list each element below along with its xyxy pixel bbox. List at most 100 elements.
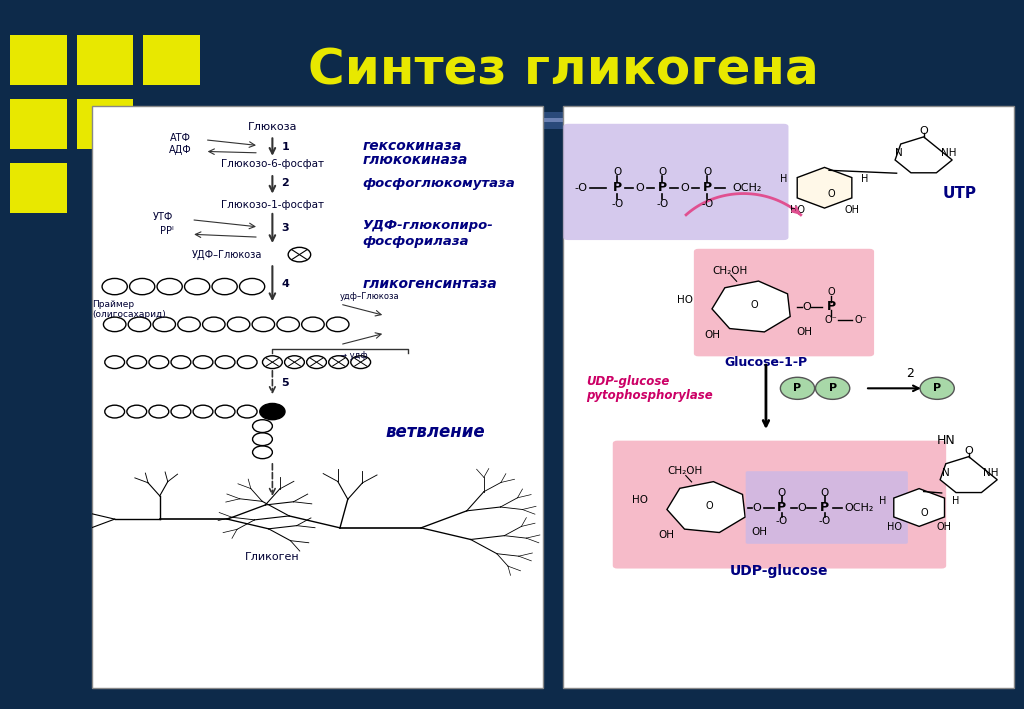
Text: УДФ-глюкопиро-: УДФ-глюкопиро- — [362, 219, 494, 232]
Text: O: O — [802, 302, 811, 312]
Text: OH: OH — [752, 527, 767, 537]
Text: O: O — [920, 126, 928, 136]
Text: CH₂OH: CH₂OH — [668, 466, 702, 476]
Text: гексокиназа: гексокиназа — [362, 138, 462, 152]
Text: гликогенсинтаза: гликогенсинтаза — [362, 277, 498, 291]
Text: P: P — [777, 501, 786, 514]
Text: N: N — [895, 148, 903, 158]
Text: O: O — [753, 503, 761, 513]
Text: Праймер: Праймер — [92, 299, 134, 308]
Circle shape — [815, 377, 850, 399]
Bar — [77, 35, 133, 85]
Bar — [92, 112, 1014, 129]
FancyBboxPatch shape — [694, 249, 874, 357]
Text: -O: -O — [701, 199, 714, 208]
Text: O: O — [820, 488, 828, 498]
Text: OH: OH — [797, 327, 812, 337]
Bar — [143, 35, 200, 85]
Text: O: O — [681, 183, 689, 193]
Text: H: H — [879, 496, 886, 506]
Text: P: P — [794, 384, 802, 393]
Text: Синтез гликогена: Синтез гликогена — [308, 47, 818, 95]
Text: HO: HO — [790, 204, 805, 215]
Text: 2: 2 — [282, 179, 289, 189]
Text: O: O — [703, 167, 712, 177]
Polygon shape — [712, 281, 791, 332]
Text: P: P — [826, 301, 836, 313]
Text: O: O — [965, 446, 973, 456]
Text: PPᴵ: PPᴵ — [160, 226, 173, 236]
Polygon shape — [798, 167, 852, 208]
Text: H: H — [952, 496, 959, 506]
Text: UDP-glucose: UDP-glucose — [730, 564, 828, 579]
Text: O: O — [777, 488, 785, 498]
Text: -O: -O — [818, 516, 830, 527]
Text: -O: -O — [611, 199, 624, 208]
Polygon shape — [667, 481, 745, 532]
Text: O: O — [751, 301, 759, 311]
Text: O: O — [636, 183, 644, 193]
Bar — [10, 35, 67, 85]
Text: УДФ–Глюкоза: УДФ–Глюкоза — [193, 250, 262, 259]
Text: удф–Глюкоза: удф–Глюкоза — [340, 292, 399, 301]
Text: OCH₂: OCH₂ — [845, 503, 874, 513]
Text: Глюкоза: Глюкоза — [248, 122, 297, 132]
Text: P: P — [702, 182, 712, 194]
Text: O⁻: O⁻ — [854, 315, 867, 325]
Text: HN: HN — [937, 434, 955, 447]
Text: Glucose-1-P: Glucose-1-P — [724, 356, 808, 369]
Text: H: H — [861, 174, 868, 184]
Text: 3: 3 — [282, 223, 289, 233]
Text: -O: -O — [574, 183, 588, 193]
Text: P: P — [820, 501, 829, 514]
Bar — [77, 99, 133, 149]
Bar — [92, 118, 1014, 122]
Text: 1: 1 — [282, 142, 289, 152]
Text: P: P — [828, 384, 837, 393]
Circle shape — [920, 377, 954, 399]
Circle shape — [260, 403, 285, 420]
Text: АТФ: АТФ — [170, 133, 191, 143]
Text: O⁻: O⁻ — [825, 315, 838, 325]
FancyBboxPatch shape — [563, 124, 788, 240]
Text: UTP: UTP — [943, 186, 977, 201]
Text: (олигосахарид): (олигосахарид) — [92, 310, 166, 318]
Text: Глюкозо-1-фосфат: Глюкозо-1-фосфат — [221, 200, 324, 210]
Text: CH₂OH: CH₂OH — [713, 266, 748, 276]
Text: O: O — [613, 167, 622, 177]
Text: pytophosphorylase: pytophosphorylase — [586, 389, 713, 402]
Text: NH: NH — [941, 148, 956, 158]
Circle shape — [780, 377, 815, 399]
Text: 5: 5 — [282, 377, 289, 388]
Text: O: O — [921, 508, 929, 518]
Text: P: P — [612, 182, 622, 194]
Text: O: O — [827, 287, 836, 297]
Text: Глюкозо-6-фосфат: Глюкозо-6-фосфат — [221, 160, 324, 169]
Text: OCH₂: OCH₂ — [732, 183, 762, 193]
Text: OH: OH — [936, 523, 951, 532]
Text: 4: 4 — [282, 279, 289, 289]
Text: фосфорилаза: фосфорилаза — [362, 235, 469, 248]
Text: АДФ: АДФ — [169, 145, 191, 155]
Text: HO: HO — [632, 495, 648, 506]
Text: -O: -O — [656, 199, 669, 208]
Text: O: O — [827, 189, 836, 199]
Text: OH: OH — [844, 204, 859, 215]
Bar — [92, 106, 543, 688]
Text: O: O — [798, 503, 806, 513]
Text: O: O — [706, 501, 714, 511]
Text: УТФ: УТФ — [153, 212, 173, 222]
Text: OH: OH — [703, 330, 720, 340]
FancyBboxPatch shape — [612, 440, 946, 569]
Text: OH: OH — [658, 530, 675, 540]
Text: P: P — [933, 384, 941, 393]
Text: глюкокиназа: глюкокиназа — [362, 153, 468, 167]
Text: HO: HO — [677, 295, 693, 305]
Text: → удф: → удф — [340, 350, 368, 359]
Polygon shape — [894, 489, 944, 526]
Text: O: O — [658, 167, 667, 177]
Text: фосфоглюкомутаза: фосфоглюкомутаза — [362, 177, 515, 190]
Text: H: H — [780, 174, 787, 184]
Text: N: N — [942, 468, 950, 478]
Text: HO: HO — [887, 523, 902, 532]
